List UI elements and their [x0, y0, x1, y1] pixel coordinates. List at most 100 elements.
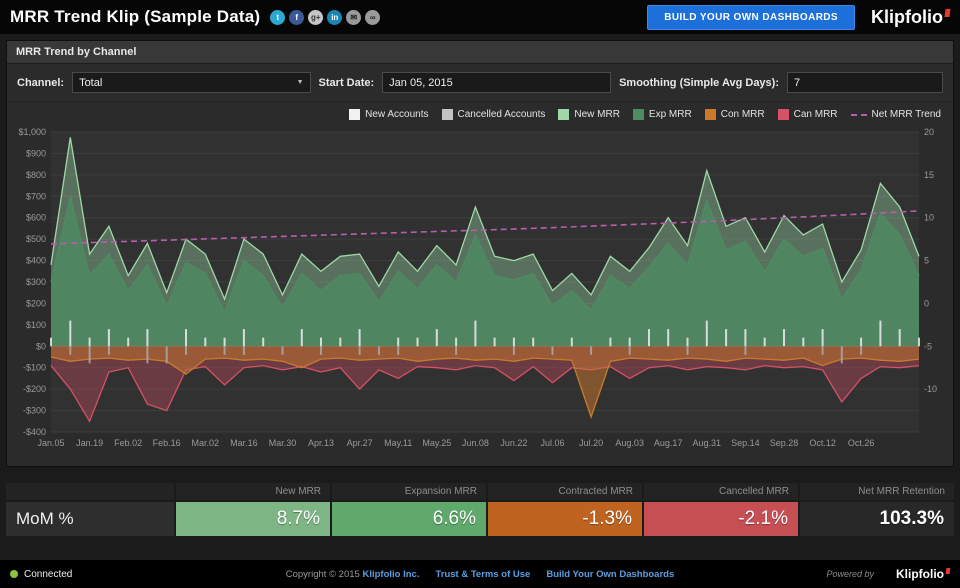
svg-text:May.25: May.25	[422, 438, 451, 448]
build-dashboards-link[interactable]: Build Your Own Dashboards	[546, 568, 675, 580]
svg-text:$600: $600	[26, 213, 46, 223]
svg-text:May.11: May.11	[384, 438, 412, 448]
klipfolio-logo[interactable]: Klipfolio	[871, 6, 951, 28]
svg-text:-10: -10	[924, 384, 937, 394]
legend-label: Exp MRR	[648, 109, 692, 120]
svg-text:Jan.19: Jan.19	[76, 438, 103, 448]
legend-label: New MRR	[574, 109, 620, 120]
summary-value: 8.7%	[176, 502, 330, 536]
svg-text:20: 20	[924, 127, 934, 137]
smoothing-label: Smoothing (Simple Avg Days):	[619, 76, 779, 89]
summary-corner	[6, 483, 174, 500]
svg-text:15: 15	[924, 170, 934, 180]
legend-label: Cancelled Accounts	[457, 109, 546, 120]
legend-swatch	[558, 109, 570, 120]
legend-swatch	[441, 109, 453, 120]
footer-bar: Connected Copyright © 2015 Klipfolio Inc…	[0, 560, 960, 588]
svg-text:Aug.31: Aug.31	[693, 438, 722, 448]
svg-text:-$200: -$200	[23, 384, 46, 394]
klipfolio-inc-link[interactable]: Klipfolio Inc.	[362, 568, 420, 580]
svg-text:$900: $900	[26, 148, 46, 158]
copyright-text: Copyright © 2015 Klipfolio Inc.	[285, 568, 420, 580]
summary-table: New MRR Expansion MRR Contracted MRR Cancel…	[6, 483, 954, 536]
powered-by: Powered by Klipfolio	[826, 567, 951, 581]
svg-text:Mar.30: Mar.30	[269, 438, 297, 448]
svg-text:$200: $200	[26, 298, 46, 308]
svg-text:$300: $300	[26, 277, 46, 287]
start-date-label: Start Date:	[318, 76, 375, 89]
svg-text:$400: $400	[26, 256, 46, 266]
svg-text:Feb.16: Feb.16	[153, 438, 181, 448]
summary-header: Expansion MRR	[332, 483, 486, 500]
connected-label: Connected	[24, 568, 73, 580]
legend-swatch	[349, 109, 361, 120]
mrr-chart-svg: -$400 -$300 -$200 -$100 $0 $100 $200 $300 $400 $5…	[18, 127, 937, 448]
klipfolio-logo-text: Klipfolio	[871, 6, 943, 27]
facebook-icon[interactable]: f	[289, 9, 305, 25]
summary-value: 6.6%	[332, 502, 486, 536]
legend-item: Net MRR Trend	[850, 109, 941, 120]
svg-text:-5: -5	[924, 341, 932, 351]
link-icon[interactable]: ∞	[365, 9, 381, 25]
twitter-icon[interactable]: t	[270, 9, 286, 25]
legend-item: Cancelled Accounts	[441, 109, 546, 120]
connected-status-icon	[10, 570, 18, 578]
legend-item: New MRR	[558, 109, 620, 120]
svg-text:Jul.06: Jul.06	[540, 438, 564, 448]
svg-text:Jun.22: Jun.22	[500, 438, 527, 448]
linkedin-icon[interactable]: in	[327, 9, 343, 25]
page-title: MRR Trend Klip (Sample Data)	[10, 7, 261, 26]
chart-legend: New Accounts Cancelled Accounts New MRR Exp…	[7, 102, 953, 124]
powered-by-text: Powered by	[826, 569, 874, 579]
start-date-input[interactable]	[382, 72, 612, 93]
svg-text:Feb.02: Feb.02	[114, 438, 142, 448]
svg-text:$500: $500	[26, 234, 46, 244]
summary-header: Net MRR Retention	[800, 483, 954, 500]
mrr-chart: -$400 -$300 -$200 -$100 $0 $100 $200 $300 $400 $5…	[7, 124, 953, 466]
build-dashboards-button[interactable]: BUILD YOUR OWN DASHBOARDS	[647, 4, 856, 30]
footer-klipfolio-logo[interactable]: Klipfolio	[896, 567, 951, 581]
chevron-down-icon: ▼	[296, 79, 304, 86]
summary-header: New MRR	[176, 483, 330, 500]
legend-label: Can MRR	[793, 109, 838, 120]
social-icons: t f g+ in ✉ ∞	[270, 9, 381, 25]
svg-text:Sep.14: Sep.14	[731, 438, 760, 448]
svg-text:-$100: -$100	[23, 363, 46, 373]
legend-label: New Accounts	[365, 109, 429, 120]
summary-row-label: MoM %	[6, 502, 174, 536]
panel-title: MRR Trend by Channel	[7, 41, 953, 64]
svg-text:Sep.28: Sep.28	[770, 438, 799, 448]
legend-item: Exp MRR	[632, 109, 692, 120]
svg-text:Jul.20: Jul.20	[579, 438, 603, 448]
svg-text:Mar.16: Mar.16	[230, 438, 258, 448]
channel-select[interactable]: Total ▼	[72, 72, 311, 93]
svg-text:5: 5	[924, 256, 929, 266]
channel-label: Channel:	[17, 76, 65, 89]
summary-value: -2.1%	[644, 502, 798, 536]
svg-text:Aug.03: Aug.03	[615, 438, 644, 448]
svg-text:$100: $100	[26, 320, 46, 330]
email-icon[interactable]: ✉	[346, 9, 362, 25]
smoothing-input[interactable]	[787, 72, 943, 93]
svg-text:$800: $800	[26, 170, 46, 180]
legend-label: Con MRR	[720, 109, 765, 120]
google-plus-icon[interactable]: g+	[308, 9, 324, 25]
footer-logo-red-mark-icon	[945, 568, 951, 574]
terms-link[interactable]: Trust & Terms of Use	[435, 568, 531, 580]
summary-header: Cancelled MRR	[644, 483, 798, 500]
summary-header: Contracted MRR	[488, 483, 642, 500]
logo-red-mark-icon	[944, 8, 951, 17]
klip-panel: MRR Trend by Channel Channel: Total ▼ St…	[6, 40, 954, 467]
summary-value: -1.3%	[488, 502, 642, 536]
footer-links: Copyright © 2015 Klipfolio Inc. Trust & …	[286, 569, 675, 580]
svg-text:$1,000: $1,000	[18, 127, 46, 137]
legend-swatch	[704, 109, 716, 120]
svg-text:Mar.02: Mar.02	[192, 438, 220, 448]
svg-text:10: 10	[924, 213, 934, 223]
top-bar: MRR Trend Klip (Sample Data) t f g+ in ✉ ∞ BU…	[0, 0, 960, 34]
svg-text:Apr.13: Apr.13	[308, 438, 334, 448]
svg-text:Jan.05: Jan.05	[37, 438, 64, 448]
channel-selected-value: Total	[79, 76, 103, 89]
svg-text:Jun.08: Jun.08	[462, 438, 489, 448]
svg-text:Oct.12: Oct.12	[809, 438, 836, 448]
